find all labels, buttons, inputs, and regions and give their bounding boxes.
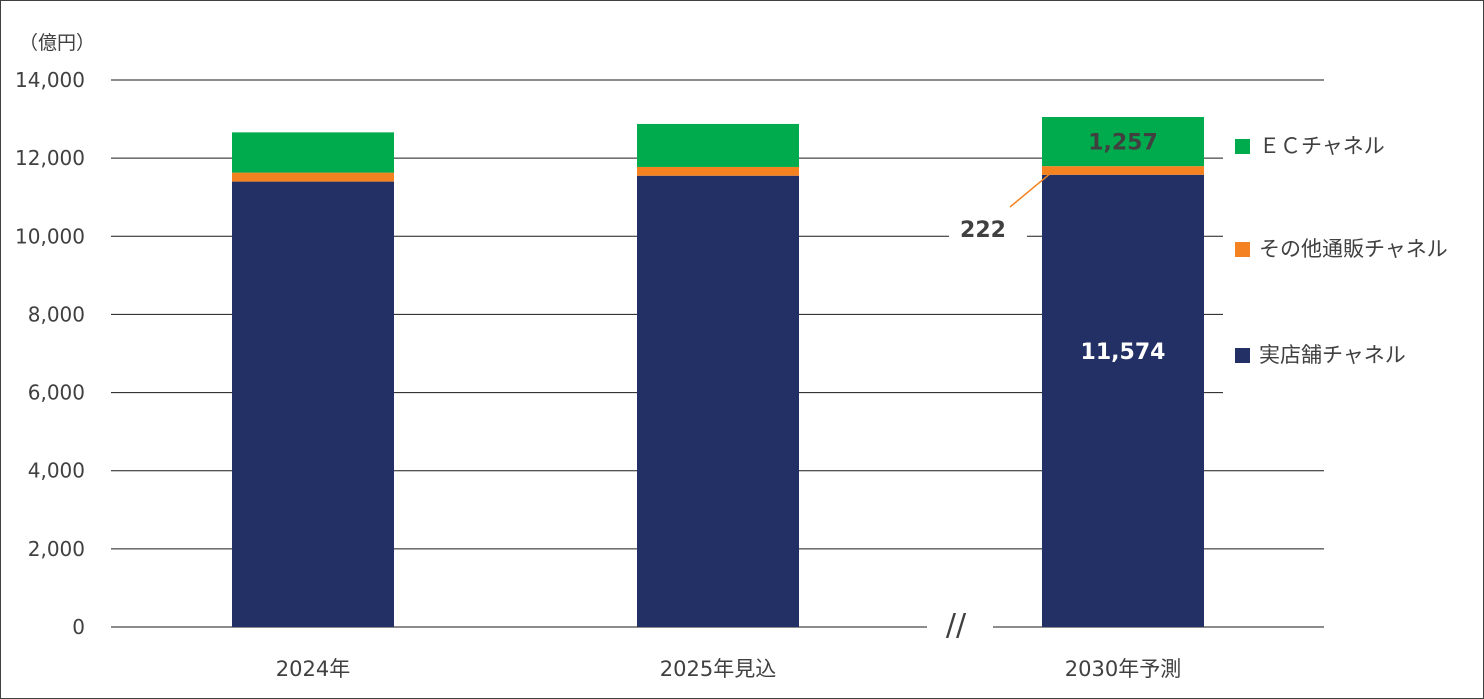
y-tick-label: 4,000 — [28, 459, 85, 483]
legend-background — [1223, 121, 1483, 411]
axis-break-mark: // — [946, 608, 967, 643]
legend-label: 実店舗チャネル — [1259, 343, 1406, 367]
legend-swatch — [1235, 139, 1250, 154]
bar-segment-2 — [232, 132, 394, 173]
y-tick-label: 6,000 — [28, 381, 85, 405]
x-axis-categories: 2024年 2025年見込 2030年予測 — [276, 657, 1181, 681]
bar-segment-1 — [637, 166, 799, 176]
y-axis-ticks: 0 2,000 4,000 6,000 8,000 10,000 12,000 14,000 — [15, 68, 85, 639]
bar-segment-1 — [1042, 166, 1204, 175]
bar-segment-0 — [1042, 174, 1204, 627]
y-axis-unit-label: （億円） — [19, 32, 95, 54]
bars — [232, 117, 1204, 628]
bar-segment-0 — [232, 181, 394, 628]
leader-line — [1009, 169, 1055, 208]
legend-label: ＥＣチャネル — [1259, 134, 1385, 158]
y-tick-label: 0 — [72, 615, 85, 639]
y-tick-label: 8,000 — [28, 302, 85, 326]
data-label-ec: 1,257 — [1088, 131, 1158, 156]
grid-gap — [927, 622, 993, 632]
y-tick-label: 10,000 — [15, 224, 85, 248]
data-label-other: 222 — [960, 218, 1006, 243]
grid-gap — [949, 232, 1027, 241]
data-labels: 1,257 11,574 222 — [960, 131, 1165, 366]
x-category-label: 2025年見込 — [660, 657, 776, 681]
legend-swatch — [1235, 348, 1250, 363]
legend-label: その他通販チャネル — [1259, 237, 1448, 261]
bar-segment-1 — [232, 172, 394, 182]
bar-segment-0 — [637, 175, 799, 627]
x-category-label: 2024年 — [276, 657, 350, 681]
bar-segment-2 — [1042, 117, 1204, 167]
data-label-store: 11,574 — [1081, 340, 1166, 365]
y-tick-label: 2,000 — [28, 537, 85, 561]
x-category-label: 2030年予測 — [1065, 657, 1181, 681]
bar-segment-2 — [637, 123, 799, 167]
y-tick-label: 12,000 — [15, 146, 85, 170]
legend-swatch — [1235, 242, 1250, 257]
y-tick-label: 14,000 — [15, 68, 85, 92]
